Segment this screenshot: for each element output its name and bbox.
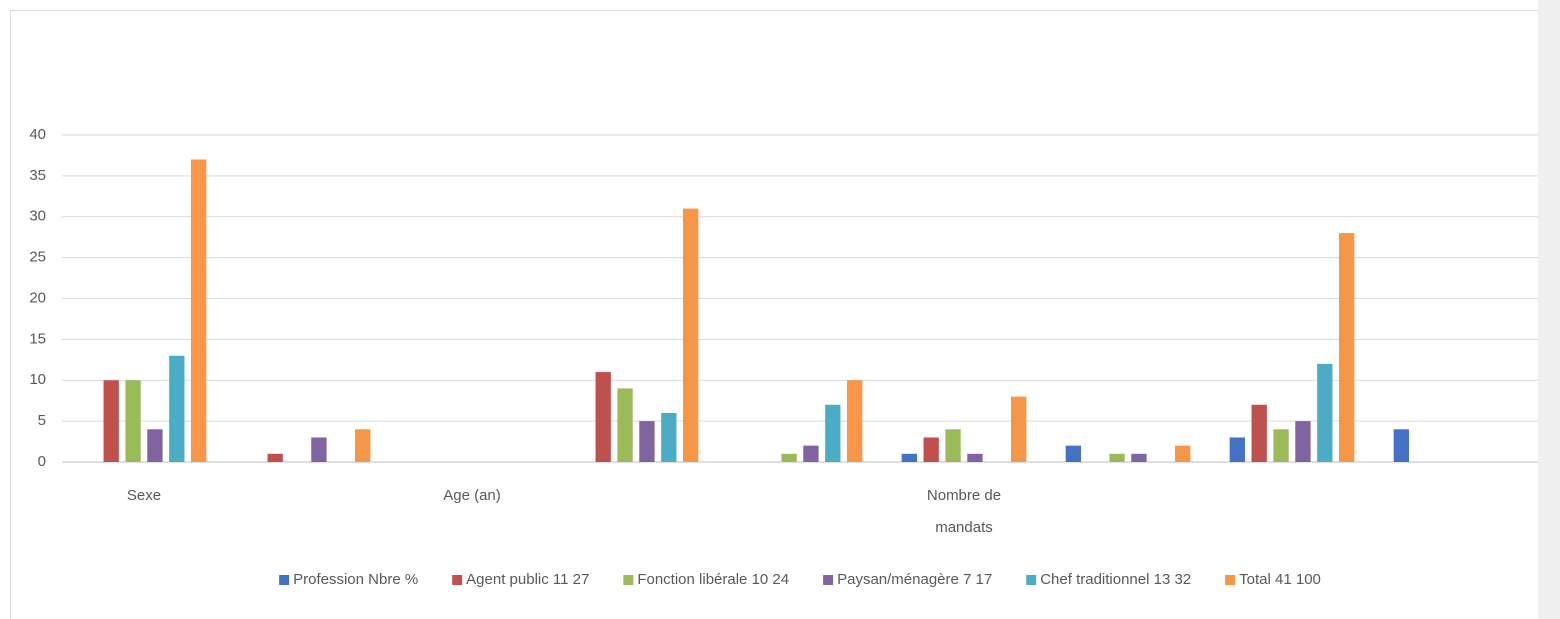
legend-label: Chef traditionnel 13 32 (1040, 571, 1191, 588)
bar (1393, 429, 1409, 462)
bar (1317, 363, 1333, 462)
scrollbar (1538, 0, 1560, 619)
bar (617, 388, 633, 462)
bar (1273, 429, 1289, 462)
bar (661, 412, 677, 462)
bar (169, 355, 185, 462)
bar (1295, 421, 1311, 462)
y-tick-label: 0 (38, 453, 46, 470)
legend-swatch (279, 575, 290, 585)
bar (967, 453, 983, 462)
bar (595, 372, 611, 462)
legend-swatch (1225, 575, 1236, 585)
bar (1175, 445, 1191, 462)
bar (1109, 453, 1125, 462)
legend-label: Paysan/ménagère 7 17 (837, 571, 992, 588)
legend-label: Profession Nbre % (293, 571, 418, 588)
y-tick-label: 20 (29, 289, 46, 306)
bar (901, 453, 917, 462)
bar (191, 159, 207, 462)
legend-label: Fonction libérale 10 24 (637, 571, 789, 588)
x-tick-label: Sexe (127, 487, 161, 504)
bar (847, 380, 863, 462)
y-tick-label: 5 (38, 412, 46, 429)
bar (1339, 233, 1355, 462)
chart-frame (10, 10, 1560, 619)
bar (267, 453, 283, 462)
legend-swatch (452, 575, 463, 585)
bar (1131, 453, 1147, 462)
bar (1251, 404, 1267, 462)
bar (355, 429, 371, 462)
y-tick-label: 40 (29, 126, 46, 143)
legend-swatch (1026, 575, 1037, 585)
legend: Profession Nbre % Agent public 11 27 Fonct… (279, 571, 1321, 588)
y-tick-label: 25 (29, 249, 46, 266)
bar (147, 429, 163, 462)
bar (311, 437, 327, 462)
bar (103, 380, 119, 462)
bar (923, 437, 939, 462)
y-tick-label: 30 (29, 208, 46, 225)
bar (1229, 437, 1245, 462)
bar (1011, 396, 1027, 462)
legend-swatch (623, 575, 634, 585)
bar (639, 421, 655, 462)
x-tick-label: Nombre de mandats (927, 487, 1001, 536)
y-tick-label: 35 (29, 167, 46, 184)
bar (683, 208, 699, 462)
legend-label: Agent public 11 27 (466, 571, 589, 588)
legend-label: Total 41 100 (1239, 571, 1321, 588)
bar (825, 404, 841, 462)
legend-swatch (823, 575, 834, 585)
bar (781, 453, 797, 462)
bar (945, 429, 961, 462)
y-tick-label: 10 (29, 371, 46, 388)
x-tick-label: Age (an) (443, 487, 501, 504)
bar (1065, 445, 1081, 462)
bar (125, 380, 141, 462)
y-tick-label: 15 (29, 330, 46, 347)
bar (803, 445, 819, 462)
